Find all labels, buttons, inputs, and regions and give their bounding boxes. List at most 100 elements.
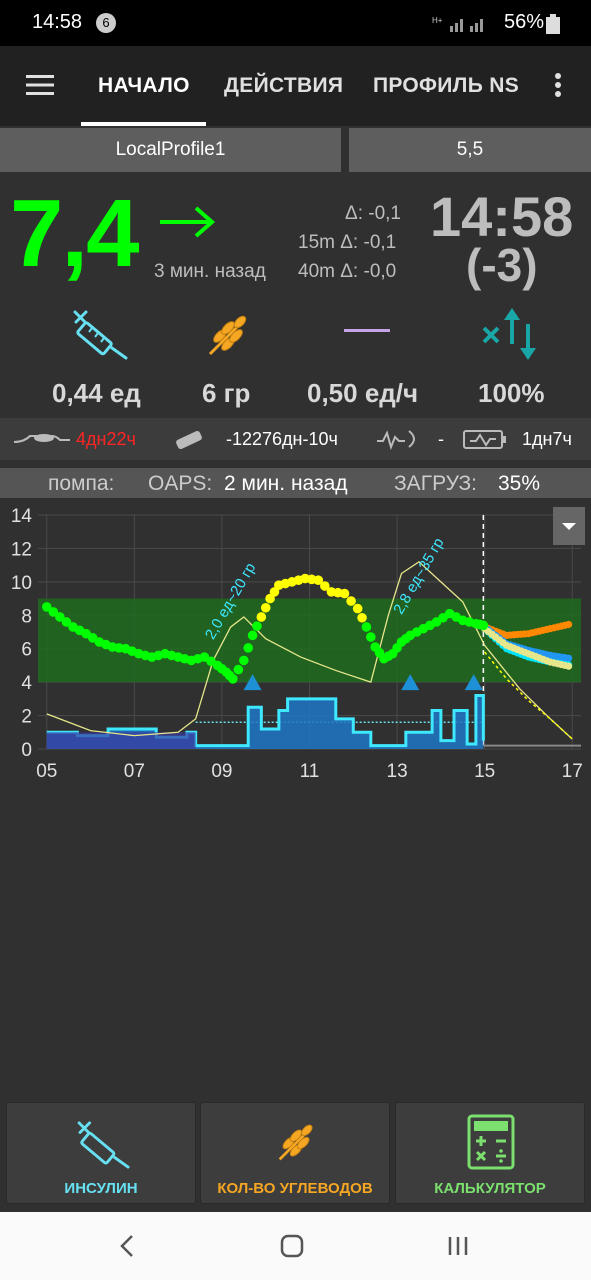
- bg-point: [313, 575, 324, 585]
- bg-delta: Δ: -0,1: [345, 203, 401, 224]
- bolus-triangle: [401, 674, 420, 691]
- prediction-point: [564, 662, 573, 670]
- syringe-icon: [77, 1121, 130, 1169]
- profile-button[interactable]: LocalProfile1: [0, 128, 341, 172]
- bg-point: [239, 655, 249, 666]
- activity-prediction-line: [484, 651, 573, 740]
- y-tick-label: 0: [21, 740, 32, 761]
- prediction-point: [564, 654, 573, 662]
- basal-rate-value: 0,50 ед/ч: [307, 378, 419, 408]
- phone-battery-icon: [463, 430, 506, 449]
- x-tick-label: 15: [474, 761, 495, 782]
- phone-battery-age: 1дн7ч: [522, 429, 572, 449]
- x-tick-label: 09: [211, 761, 232, 782]
- oaps-value: 2 мин. назад: [224, 472, 348, 495]
- reservoir-age: -12276дн-10ч: [226, 429, 338, 449]
- bg-point: [247, 630, 258, 641]
- sensor-age: 4дн22ч: [76, 429, 136, 449]
- tab-profile-ns[interactable]: ПРОФИЛЬ NS: [373, 74, 520, 97]
- menu-icon[interactable]: [26, 74, 54, 96]
- profile-percent-value: 100%: [478, 378, 545, 408]
- bg-delta-40m: 40m Δ: -0,0: [298, 261, 397, 282]
- insulin-activity-line: [46, 560, 573, 740]
- x-tick-label: 07: [124, 761, 145, 782]
- iob-value: 0,44 ед: [52, 378, 141, 408]
- signal-icon: H+: [432, 16, 483, 32]
- calculator-icon: [467, 1114, 515, 1170]
- bg-point: [243, 643, 253, 653]
- y-tick-label: 8: [21, 606, 32, 627]
- overflow-menu-icon[interactable]: [554, 72, 562, 98]
- bg-point: [361, 622, 372, 632]
- back-icon[interactable]: [118, 1234, 136, 1258]
- tab-home[interactable]: НАЧАЛО: [98, 74, 190, 97]
- chart-menu-button[interactable]: [553, 507, 585, 545]
- bg-point: [346, 596, 356, 606]
- basal-line-icon: [344, 329, 390, 332]
- y-tick-label: 12: [11, 539, 32, 560]
- bolus-triangle: [243, 674, 262, 691]
- x-tick-label: 13: [387, 761, 408, 782]
- cob-value: 6 гр: [202, 378, 251, 408]
- device-status-bar: 4дн22ч -12276дн-10ч - 1дн7ч: [0, 418, 591, 460]
- bg-point: [352, 603, 363, 614]
- percent-arrows-icon[interactable]: [482, 306, 544, 362]
- carbs-button-label: КОЛ-ВО УГЛЕВОДОВ: [217, 1180, 373, 1197]
- pump-battery-icon: [377, 430, 415, 451]
- home-icon[interactable]: [280, 1234, 304, 1258]
- load-label: ЗАГРУЗ:: [394, 472, 478, 495]
- x-tick-label: 17: [562, 761, 583, 782]
- load-value: 35%: [498, 472, 541, 495]
- battery-percent: 56%: [504, 11, 545, 33]
- bg-point: [233, 664, 244, 675]
- temp-basal-area: [46, 732, 196, 749]
- calculator-button[interactable]: КАЛЬКУЛЯТОР: [395, 1102, 585, 1204]
- y-tick-label: 6: [21, 640, 32, 661]
- y-tick-label: 4: [21, 673, 32, 694]
- carbs-wheat-icon[interactable]: [206, 314, 250, 358]
- notification-count-badge: 6: [96, 13, 116, 33]
- bg-point: [320, 581, 330, 591]
- x-tick-label: 05: [36, 761, 57, 782]
- carbs-wheat-icon: [278, 1124, 313, 1161]
- profile-bar: LocalProfile1 5,5: [0, 126, 591, 174]
- bg-point: [55, 612, 65, 622]
- bg-point: [260, 602, 271, 613]
- y-tick-label: 14: [11, 506, 33, 527]
- prediction-point: [564, 620, 573, 629]
- insulin-button-label: ИНСУЛИН: [64, 1180, 138, 1197]
- bg-value: 7,4: [10, 180, 139, 287]
- svg-text:H+: H+: [432, 16, 443, 25]
- target-button[interactable]: 5,5: [349, 128, 591, 172]
- bg-point: [228, 674, 238, 684]
- calculator-button-label: КАЛЬКУЛЯТОР: [434, 1180, 546, 1197]
- bg-time-ago: 3 мин. назад: [154, 261, 266, 282]
- bg-point: [61, 617, 72, 627]
- insulin-button[interactable]: ИНСУЛИН: [6, 1102, 196, 1204]
- pump-label: помпа:: [48, 472, 115, 495]
- app-bar: НАЧАЛО ДЕЙСТВИЯ ПРОФИЛЬ NS: [0, 46, 591, 126]
- bg-point: [357, 612, 367, 623]
- target-range-band: [38, 598, 581, 683]
- active-tab-indicator: [81, 122, 206, 126]
- clock-offset: (-3): [466, 239, 538, 291]
- system-nav-bar: [0, 1212, 591, 1280]
- status-bar: 14:58 6 H+ 56%: [0, 0, 591, 46]
- bg-point: [252, 621, 262, 631]
- x-tick-label: 11: [300, 761, 320, 782]
- basal-line: [46, 694, 485, 748]
- bg-point: [48, 607, 59, 617]
- status-time: 14:58: [32, 11, 83, 33]
- clock: 14:58: [430, 185, 574, 248]
- pump-battery-age: -: [438, 429, 444, 449]
- oaps-label: OAPS:: [148, 472, 213, 495]
- carbs-button[interactable]: КОЛ-ВО УГЛЕВОДОВ: [200, 1102, 390, 1204]
- y-tick-label: 2: [21, 707, 32, 728]
- syringe-icon[interactable]: [72, 308, 132, 360]
- tab-actions[interactable]: ДЕЙСТВИЯ: [224, 74, 344, 97]
- recents-icon[interactable]: [446, 1234, 470, 1258]
- bg-delta-15m: 15m Δ: -0,1: [298, 232, 397, 253]
- bg-point: [339, 588, 350, 599]
- reservoir-icon: [176, 430, 202, 450]
